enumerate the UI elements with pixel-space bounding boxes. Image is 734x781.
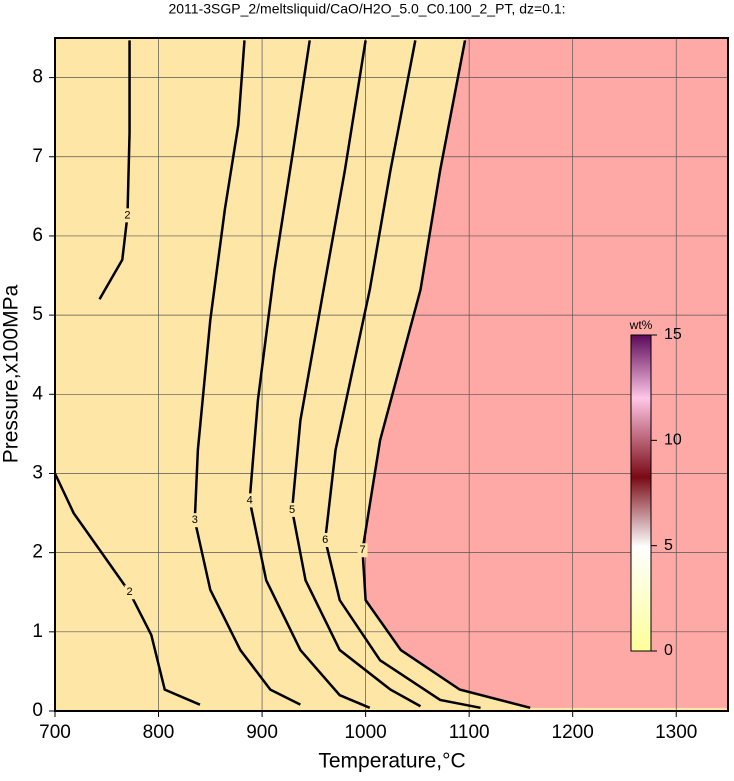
y-tick-label: 2 [32,542,43,563]
contour-line [193,40,301,706]
x-tick-label: 1200 [552,722,594,743]
contour-label: 7 [359,544,365,556]
plot-frame [54,37,729,712]
contour-label-bg [357,543,368,558]
y-tick-label: 0 [32,700,43,721]
contour-label-bg [320,532,331,547]
contour-label-bg [287,502,298,517]
colorbar-tick-label: 0 [664,642,673,659]
contour-label: 2 [126,586,132,598]
colorbar-tick-label: 15 [664,326,682,343]
chart-title: 2011-3SGP_2/meltsliquid/CaO/H2O_5.0_C0.1… [168,1,565,17]
contour-label-bg [244,493,255,508]
contour-label-bg [124,585,135,600]
colorbar-tick-label: 10 [664,432,682,449]
y-tick-label: 4 [32,383,43,404]
x-tick-label: 700 [39,722,71,743]
contour-label: 6 [322,534,328,546]
x-tick-label: 800 [143,722,175,743]
contour-label: 4 [247,494,253,506]
x-tick-label: 1000 [344,722,386,743]
contour-label: 3 [192,514,198,526]
colorbar-tick-label: 5 [664,537,673,554]
colorbar-label: wt% [629,318,653,332]
y-tick-label: 5 [32,304,43,325]
y-tick-label: 3 [32,462,43,483]
colorbar [630,334,652,652]
contour-label-bg [122,208,133,223]
y-tick-label: 6 [32,225,43,246]
y-axis-label: Pressure,x100MPa [0,284,23,463]
x-axis-label: Temperature,°C [318,750,465,773]
y-tick-label: 7 [32,146,43,167]
contour-label-bg [189,513,200,528]
contour-label: 2 [124,209,130,221]
x-tick-label: 900 [246,722,278,743]
contour-label: 5 [289,504,295,516]
y-tick-label: 8 [32,67,43,88]
y-tick-label: 1 [32,621,43,642]
x-tick-label: 1100 [449,722,490,743]
plot-area: 2 2 3 4 5 6 7 [55,38,728,711]
x-tick-label: 1300 [655,722,697,743]
